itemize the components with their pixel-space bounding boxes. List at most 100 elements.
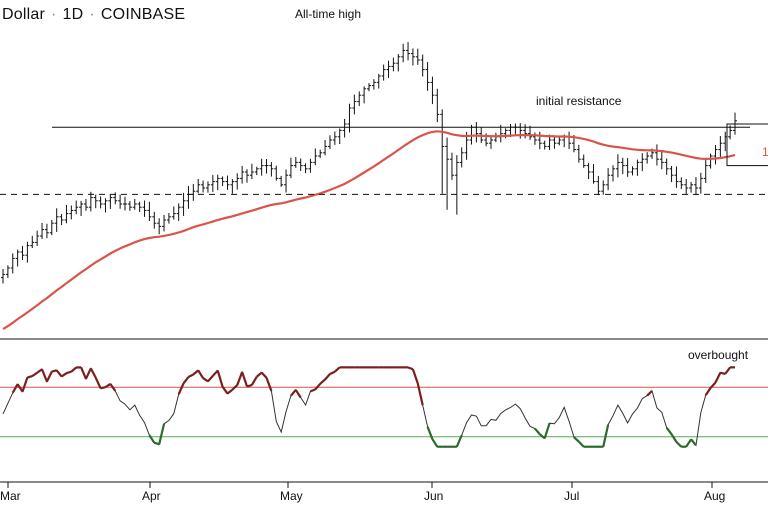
- rsi-overbought-segment: [250, 376, 258, 386]
- chart-title: Dollar · 1D · COINBASE: [2, 6, 185, 24]
- price-bar: [15, 249, 20, 267]
- price-bar: [284, 169, 289, 193]
- price-bar: [49, 220, 54, 236]
- price-bar: [415, 48, 420, 65]
- price-bar: [513, 123, 518, 135]
- rsi-overbought-segment: [51, 369, 57, 373]
- price-bar: [352, 94, 357, 115]
- price-bar: [659, 151, 664, 170]
- price-bar: [269, 162, 274, 177]
- rsi-overbought-segment: [709, 381, 717, 389]
- price-bar: [625, 158, 630, 177]
- moving-average-line: [2, 130, 736, 331]
- price-bar: [132, 198, 137, 210]
- rsi-overbought-segment: [27, 375, 33, 379]
- price-bar: [391, 57, 396, 72]
- price-bar: [313, 148, 318, 166]
- rsi-overbought-segment: [646, 390, 653, 397]
- price-bar: [669, 165, 674, 183]
- rsi-line: [2, 366, 735, 448]
- rsi-overbought-segment: [724, 366, 732, 375]
- price-bar: [93, 194, 98, 209]
- rsi-overbought-segment: [714, 372, 722, 384]
- price-bar: [381, 64, 386, 81]
- title-interval: 1D: [62, 6, 84, 23]
- rsi-overbought-segment: [221, 386, 229, 395]
- price-bar: [225, 175, 230, 190]
- title-symbol: Dollar: [2, 6, 45, 23]
- rsi-overbought-segment: [80, 366, 87, 380]
- x-tick-label: Apr: [142, 489, 161, 503]
- price-bar: [410, 48, 415, 66]
- rsi-overbought-segment: [202, 377, 209, 383]
- rsi-overbought-segment: [310, 388, 316, 393]
- price-bar: [98, 196, 103, 209]
- rsi-overbought-segment: [416, 383, 424, 406]
- rsi-oversold-segment: [675, 441, 683, 448]
- price-bar: [35, 230, 40, 246]
- price-bar: [171, 206, 176, 220]
- price-bar: [425, 62, 430, 91]
- price-bar: [581, 154, 586, 168]
- rsi-overbought-segment: [16, 383, 24, 393]
- price-bar: [259, 158, 264, 176]
- price-bar: [630, 166, 635, 176]
- x-tick-label: Aug: [704, 489, 725, 503]
- price-bar: [396, 54, 401, 72]
- rsi-overbought-segment: [100, 386, 106, 390]
- price-bar: [664, 158, 669, 175]
- price-bar: [186, 185, 191, 209]
- price-bar: [327, 135, 332, 150]
- rsi-pane: [0, 366, 768, 448]
- price-bar: [152, 211, 157, 229]
- price-bar: [201, 180, 206, 193]
- price-bar: [357, 91, 362, 107]
- rsi-overbought-segment: [177, 382, 185, 395]
- price-bar: [674, 166, 679, 188]
- rsi-overbought-segment: [31, 371, 38, 377]
- levels-layer: [0, 123, 768, 195]
- rsi-overbought-segment: [329, 370, 336, 375]
- rsi-overbought-segment: [290, 389, 297, 397]
- rsi-oversold-segment: [690, 438, 697, 446]
- price-bar: [640, 153, 645, 172]
- rsi-overbought-segment: [55, 369, 63, 378]
- price-bar: [342, 118, 347, 138]
- price-bar: [288, 157, 293, 179]
- price-bar: [254, 166, 259, 176]
- rsi-overbought-segment: [109, 383, 117, 392]
- price-bar: [596, 175, 601, 196]
- price-bar: [30, 235, 35, 249]
- price-bar: [205, 181, 210, 193]
- price-bar: [230, 179, 235, 194]
- rsi-oversold-segment: [158, 423, 166, 445]
- rsi-overbought-segment: [187, 373, 194, 378]
- price-bar: [162, 214, 167, 232]
- rsi-oversold-segment: [670, 433, 678, 443]
- rsi-overbought-segment: [231, 384, 238, 391]
- price-bar: [454, 155, 459, 215]
- price-bar: [54, 208, 59, 232]
- price-bar: [240, 165, 245, 184]
- price-bar: [59, 214, 64, 226]
- price-bar: [69, 205, 74, 220]
- rsi-oversold-segment: [685, 438, 692, 448]
- price-bar: [74, 200, 79, 215]
- price-bar: [20, 245, 25, 261]
- rsi-oversold-segment: [543, 422, 551, 439]
- price-bar: [430, 76, 435, 105]
- rsi-overbought-segment: [84, 367, 92, 380]
- price-bar: [635, 159, 640, 176]
- price-bar: [40, 222, 45, 240]
- rsi-overbought-segment: [334, 366, 341, 373]
- x-axis: Mar Apr May Jun Jul Aug: [0, 481, 768, 503]
- overbought-annotation: overbought: [688, 348, 749, 362]
- rsi-overbought-segment: [41, 368, 48, 383]
- rsi-overbought-segment: [236, 371, 244, 386]
- price-bar: [220, 176, 225, 187]
- rsi-oversold-segment: [455, 434, 463, 448]
- price-bar: [645, 152, 650, 164]
- rsi-oversold-segment: [534, 427, 541, 435]
- rsi-oversold-segment: [431, 438, 439, 448]
